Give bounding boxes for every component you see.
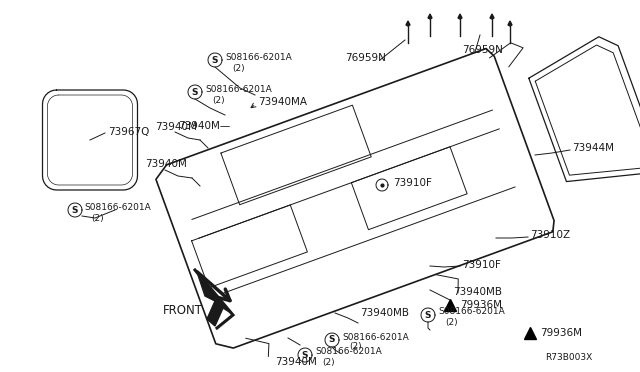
Text: 76959N: 76959N xyxy=(462,45,503,55)
Text: 73940M: 73940M xyxy=(145,159,187,169)
Text: 79936M: 79936M xyxy=(460,300,502,310)
Text: 73910F: 73910F xyxy=(393,178,432,188)
Text: 73944M: 73944M xyxy=(572,143,614,153)
Text: 73910F: 73910F xyxy=(462,260,501,270)
Polygon shape xyxy=(406,21,410,26)
Text: 76959N: 76959N xyxy=(345,53,386,63)
Text: 73940MB: 73940MB xyxy=(360,308,409,318)
Text: S: S xyxy=(72,205,78,215)
Text: (2): (2) xyxy=(322,357,335,366)
Text: 73940M: 73940M xyxy=(275,357,317,367)
Polygon shape xyxy=(428,14,432,19)
Text: S08166-6201A: S08166-6201A xyxy=(225,52,292,61)
Text: S: S xyxy=(329,336,335,344)
Text: S08166-6201A: S08166-6201A xyxy=(342,333,409,341)
Polygon shape xyxy=(490,14,494,19)
Polygon shape xyxy=(508,21,512,26)
Polygon shape xyxy=(458,14,462,19)
Text: 79936M: 79936M xyxy=(540,328,582,338)
Text: R73B003X: R73B003X xyxy=(545,353,592,362)
Text: S: S xyxy=(301,350,308,359)
Text: S08166-6201A: S08166-6201A xyxy=(84,202,151,212)
Text: 73940M—: 73940M— xyxy=(178,121,230,131)
Text: (2): (2) xyxy=(212,96,225,105)
Text: 73910Z: 73910Z xyxy=(530,230,570,240)
Text: S08166-6201A: S08166-6201A xyxy=(205,84,272,93)
Text: FRONT: FRONT xyxy=(163,304,203,317)
Text: (2): (2) xyxy=(349,343,362,352)
Text: S08166-6201A: S08166-6201A xyxy=(315,347,381,356)
Text: 73967Q: 73967Q xyxy=(108,127,149,137)
Text: (2): (2) xyxy=(232,64,244,73)
Text: 73940M: 73940M xyxy=(155,122,197,132)
Text: S: S xyxy=(212,55,218,64)
Text: S: S xyxy=(425,311,431,320)
Text: 73940MA: 73940MA xyxy=(258,97,307,107)
Text: S: S xyxy=(192,87,198,96)
Text: 73940MB: 73940MB xyxy=(453,287,502,297)
Text: (2): (2) xyxy=(91,214,104,222)
Text: (2): (2) xyxy=(445,317,458,327)
Text: S08166-6201A: S08166-6201A xyxy=(438,308,505,317)
Polygon shape xyxy=(197,272,231,326)
